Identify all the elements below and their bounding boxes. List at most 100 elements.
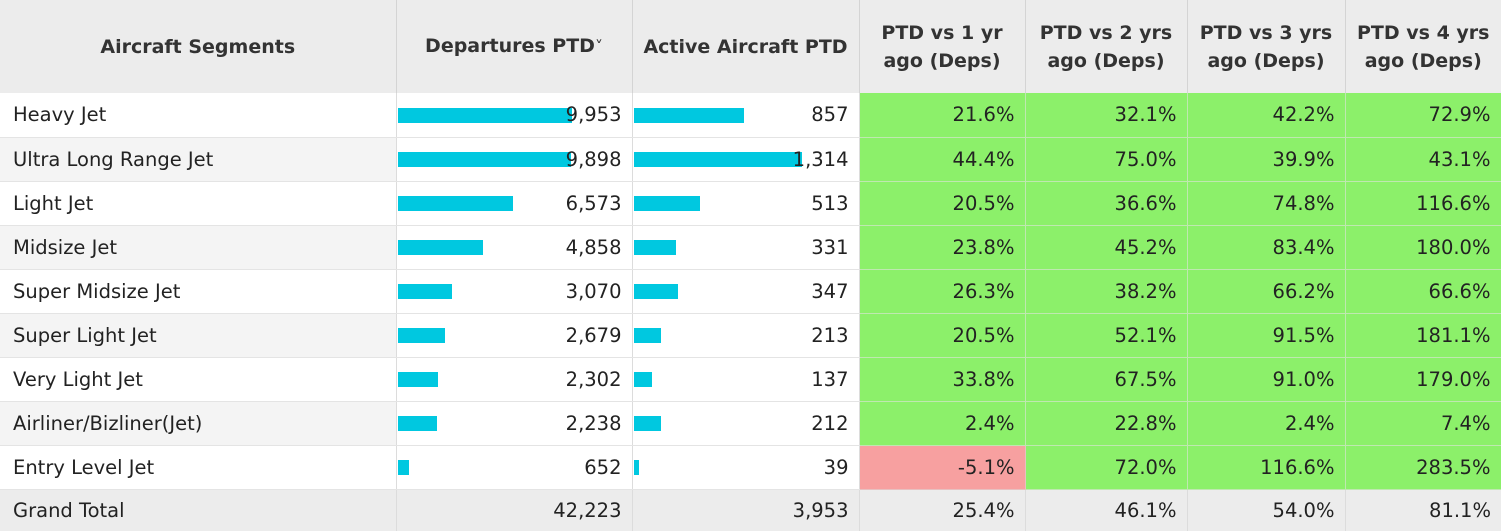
pct-change-vs1-cell: 20.5%	[859, 181, 1026, 226]
pct-change-vs1-cell: 26.3%	[859, 269, 1026, 314]
header-departures-ptd[interactable]: Departures PTD˅	[396, 0, 633, 93]
pct-change-vs3-cell: 42.2%	[1187, 93, 1346, 138]
total-vs2-cell: 46.1%	[1025, 489, 1188, 531]
cell-value: 347	[811, 279, 849, 303]
segment-cell: Very Light Jet	[0, 357, 397, 402]
header-ptd-vs-1yr[interactable]: PTD vs 1 yr ago (Deps)	[859, 0, 1026, 93]
pct-change-vs4-cell: 283.5%	[1345, 445, 1501, 490]
cell-value: 2,302	[565, 367, 622, 391]
segment-cell: Super Light Jet	[0, 313, 397, 358]
cell-value: 137	[811, 367, 849, 391]
pct-change-vs4-cell: 179.0%	[1345, 357, 1501, 402]
header-active-aircraft-ptd[interactable]: Active Aircraft PTD	[632, 0, 860, 93]
pct-change-vs2-cell: 75.0%	[1025, 137, 1188, 182]
header-label: Active Aircraft PTD	[643, 35, 848, 58]
pct-change-vs4-cell: 66.6%	[1345, 269, 1501, 314]
active-aircraft-cell: 137	[632, 357, 860, 402]
value-bar	[397, 460, 409, 475]
value-bar	[633, 460, 639, 475]
pct-change-vs3-cell: 83.4%	[1187, 225, 1346, 270]
value-bar	[633, 152, 802, 167]
active-aircraft-cell: 39	[632, 445, 860, 490]
cell-value: 652	[584, 455, 622, 479]
total-vs3-cell: 54.0%	[1187, 489, 1346, 531]
pct-change-vs2-cell: 52.1%	[1025, 313, 1188, 358]
departures-cell: 9,898	[396, 137, 633, 182]
header-ptd-vs-4yrs[interactable]: PTD vs 4 yrs ago (Deps)	[1345, 0, 1501, 93]
cell-value: 3,070	[565, 279, 622, 303]
header-aircraft-segments[interactable]: Aircraft Segments	[0, 0, 397, 93]
departures-cell: 4,858	[396, 225, 633, 270]
pct-change-vs4-cell: 116.6%	[1345, 181, 1501, 226]
table-row[interactable]: Heavy Jet 9,953 857 21.6% 32.1% 42.2% 72.9%	[0, 93, 1501, 138]
table-row[interactable]: Entry Level Jet 652 39 -5.1% 72.0% 116.6% 283.…	[0, 445, 1501, 490]
pct-change-vs4-cell: 43.1%	[1345, 137, 1501, 182]
header-label: PTD vs 1 yr ago (Deps)	[881, 21, 1003, 72]
cell-value: 9,953	[565, 103, 622, 127]
value-bar	[633, 416, 661, 431]
pct-change-vs4-cell: 7.4%	[1345, 401, 1501, 446]
segment-cell: Super Midsize Jet	[0, 269, 397, 314]
value-bar	[633, 240, 676, 255]
segment-cell: Midsize Jet	[0, 225, 397, 270]
active-aircraft-cell: 347	[632, 269, 860, 314]
table-row[interactable]: Midsize Jet 4,858 331 23.8% 45.2% 83.4% 180.0%	[0, 225, 1501, 270]
pct-change-vs3-cell: 39.9%	[1187, 137, 1346, 182]
header-label: PTD vs 2 yrs ago (Deps)	[1039, 21, 1173, 72]
pct-change-vs1-cell: 2.4%	[859, 401, 1026, 446]
segment-cell: Airliner/Bizliner(Jet)	[0, 401, 397, 446]
pct-change-vs1-cell: -5.1%	[859, 445, 1026, 490]
total-vs4-cell: 81.1%	[1345, 489, 1501, 531]
pct-change-vs2-cell: 22.8%	[1025, 401, 1188, 446]
value-bar	[633, 196, 700, 211]
header-ptd-vs-2yrs[interactable]: PTD vs 2 yrs ago (Deps)	[1025, 0, 1188, 93]
pct-change-vs1-cell: 23.8%	[859, 225, 1026, 270]
cell-value: 213	[811, 323, 849, 347]
value-bar	[397, 196, 513, 211]
header-label: Aircraft Segments	[100, 35, 296, 58]
cell-value: 212	[811, 411, 849, 435]
pct-change-vs4-cell: 72.9%	[1345, 93, 1501, 138]
pct-change-vs3-cell: 91.5%	[1187, 313, 1346, 358]
cell-value: 331	[811, 235, 849, 259]
total-active-cell: 3,953	[632, 489, 860, 531]
segment-cell: Heavy Jet	[0, 93, 397, 138]
pct-change-vs3-cell: 2.4%	[1187, 401, 1346, 446]
pct-change-vs1-cell: 20.5%	[859, 313, 1026, 358]
value-bar	[397, 328, 445, 343]
value-bar	[397, 107, 572, 123]
value-bar	[397, 416, 437, 431]
table-row[interactable]: Very Light Jet 2,302 137 33.8% 67.5% 91.0% 179…	[0, 357, 1501, 402]
departures-cell: 2,302	[396, 357, 633, 402]
table-row[interactable]: Ultra Long Range Jet 9,898 1,314 44.4% 75.0%…	[0, 137, 1501, 182]
pct-change-vs2-cell: 36.6%	[1025, 181, 1188, 226]
value-bar	[397, 284, 452, 299]
departures-cell: 652	[396, 445, 633, 490]
sort-desc-icon[interactable]: ˅	[594, 37, 603, 56]
departures-cell: 9,953	[396, 93, 633, 138]
active-aircraft-cell: 213	[632, 313, 860, 358]
cell-value: 39	[823, 455, 849, 479]
value-bar	[397, 372, 438, 387]
header-row: Aircraft Segments Departures PTD˅ Active…	[0, 0, 1501, 93]
table-row[interactable]: Airliner/Bizliner(Jet) 2,238 212 2.4% 22.8% 2…	[0, 401, 1501, 446]
total-segment-cell: Grand Total	[0, 489, 397, 531]
table-row[interactable]: Super Light Jet 2,679 213 20.5% 52.1% 91.5% 18…	[0, 313, 1501, 358]
cell-value: 6,573	[565, 191, 622, 215]
value-bar	[633, 284, 678, 299]
table-row[interactable]: Light Jet 6,573 513 20.5% 36.6% 74.8% 116.6%	[0, 181, 1501, 226]
header-ptd-vs-3yrs[interactable]: PTD vs 3 yrs ago (Deps)	[1187, 0, 1346, 93]
active-aircraft-cell: 212	[632, 401, 860, 446]
pct-change-vs4-cell: 180.0%	[1345, 225, 1501, 270]
value-bar	[633, 372, 652, 387]
header-label: PTD vs 3 yrs ago (Deps)	[1199, 21, 1333, 72]
pct-change-vs2-cell: 72.0%	[1025, 445, 1188, 490]
segment-cell: Light Jet	[0, 181, 397, 226]
segment-cell: Entry Level Jet	[0, 445, 397, 490]
cell-value: 2,238	[565, 411, 622, 435]
value-bar	[633, 107, 744, 123]
pct-change-vs2-cell: 45.2%	[1025, 225, 1188, 270]
table-row[interactable]: Super Midsize Jet 3,070 347 26.3% 38.2% 66.2%…	[0, 269, 1501, 314]
pct-change-vs2-cell: 67.5%	[1025, 357, 1188, 402]
